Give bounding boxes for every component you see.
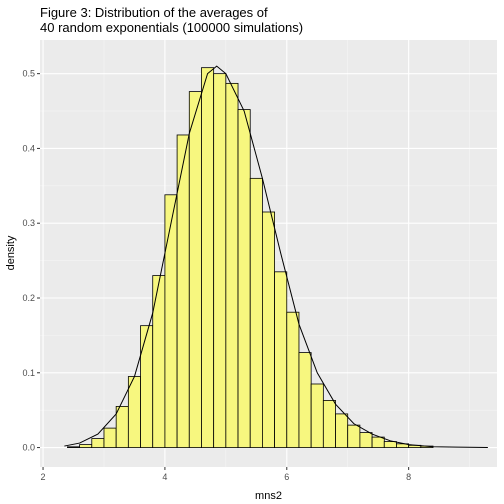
histogram-bar [310,383,324,448]
x-axis-title: mns2 [255,490,282,502]
histogram-bar [274,271,288,448]
y-tick-label: 0.4 [22,143,35,153]
histogram-bar [359,432,373,448]
y-tick-label: 0.0 [22,443,35,453]
histogram-bar [371,436,385,448]
chart-title-line-1: Figure 3: Distribution of the averages o… [40,5,268,20]
histogram-bar [322,400,336,448]
histogram-bar [91,438,105,448]
histogram-bar [140,325,154,448]
histogram-bar [188,91,202,448]
x-tick-label: 6 [284,472,289,482]
histogram-bar [201,67,215,448]
histogram-bar [67,446,81,448]
y-axis-title: density [5,235,17,270]
density-curve [64,65,488,448]
histogram-bar [298,352,312,448]
histogram-bar [286,311,300,448]
histogram-bar [164,194,178,448]
x-axis-ticks: 2 4 6 8 [41,467,411,482]
histogram-bar [237,109,251,448]
histogram-bar [115,406,129,448]
histogram-bar [213,73,227,448]
y-axis-ticks: 0.0 0.1 0.2 0.3 0.4 0.5 [22,69,40,453]
histogram-bar [249,177,263,448]
y-tick-label: 0.3 [22,218,35,228]
histogram-bar [347,424,361,448]
histogram-bar [127,376,141,448]
x-tick-label: 4 [162,472,167,482]
histogram-bar [262,211,275,448]
y-tick-label: 0.2 [22,293,35,303]
histogram-bar [383,441,397,448]
histogram-bar [335,413,349,448]
x-tick-label: 2 [41,472,46,482]
x-tick-label: 8 [406,472,411,482]
y-tick-label: 0.5 [22,69,35,79]
histogram-bar [79,444,93,448]
y-tick-label: 0.1 [22,368,35,378]
histogram-bar [225,82,239,448]
histogram-bars [67,67,434,448]
histogram-bar [152,275,166,448]
chart-title-line-2: 40 random exponentials (100000 simulatio… [40,20,303,35]
histogram-bar [103,427,117,448]
